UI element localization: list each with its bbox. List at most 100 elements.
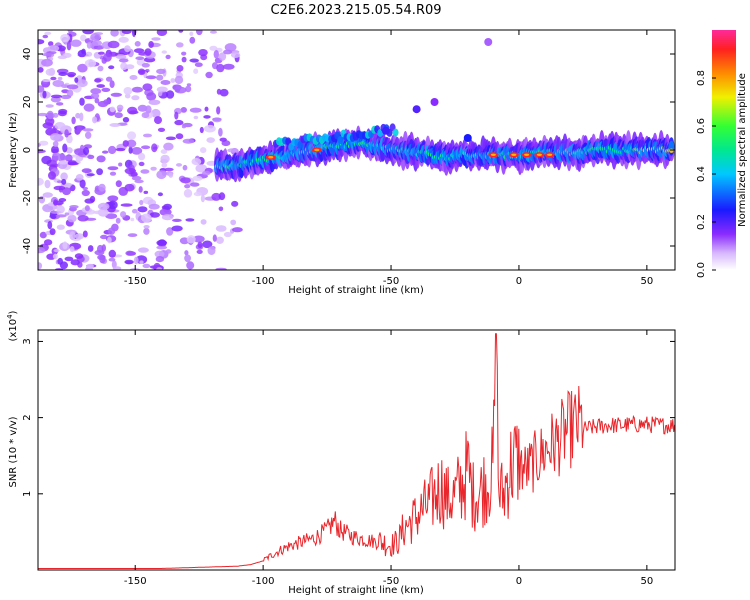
spectrogram-cell [165,249,172,254]
spectrogram-cell [107,195,119,202]
spectrogram-cell [124,167,136,175]
spectrogram-cell [38,85,45,93]
spectrogram-cell [141,145,151,150]
spectrogram-cell [176,163,182,167]
spectrogram-cell [96,168,103,176]
spectrogram-cell [61,84,69,88]
spectrogram-axes: -150 -100 -50 0 50 -40 -20 0 20 40 [22,30,675,287]
spectrogram-cell [212,234,217,242]
snr-ytick-label: 2 [22,414,33,420]
spectrogram-cell [46,110,54,120]
spectrogram-cell [41,155,52,165]
spectrogram-cell [157,192,163,197]
spectrogram-cell [97,65,104,72]
spectrogram-cell [174,75,184,85]
spectrogram-cell [139,260,144,265]
spectrogram-cell [211,192,221,201]
spectrogram-cell [118,58,129,63]
spectrogram-cell [180,107,187,113]
spectrogram-cell [58,72,68,76]
colorbar-tick-label: 0.0 [696,262,707,278]
spectrogram-cell [135,255,148,264]
spectrogram-cell [101,87,111,92]
spectrogram-cell [96,155,106,163]
colorbar-label: Normalized spectral amplitude [737,73,748,227]
spectrogram-cell [41,58,53,67]
spectrogram-cell [184,184,191,189]
spectrogram-cell [38,39,45,45]
spectrogram-cell [45,104,54,108]
spectrogram-cell [86,173,95,177]
spectrogram-cell [134,179,144,184]
spectrogram-cell [125,250,135,256]
spectrogram-cell [90,88,102,95]
spectrogram-cell [183,189,193,198]
spectrogram-cell [161,205,166,210]
spectrogram-cell [392,128,399,137]
spectrogram-cell [52,112,59,118]
spectrogram-cell [145,75,157,80]
spectrogram-cell [219,137,227,142]
spectrogram-cell [50,94,63,99]
spectrogram-cell [669,148,674,153]
spectrogram-cell [61,178,67,185]
spectrogram-cell [69,231,76,241]
spectrogram-cell [200,219,207,225]
spectrogram-cell [185,85,192,93]
spectrogram-ytick-label: -20 [22,190,33,206]
spectrogram-cell [151,108,161,118]
spectrogram-cell [103,99,111,105]
spectrogram-cell [206,137,215,144]
spectrogram-cell [297,140,304,149]
colorbar-tick-label: 0.4 [696,166,707,182]
spectrogram-cell [38,112,49,117]
spectrogram-cell [60,172,68,181]
spectrogram-cell [124,93,131,99]
spectrogram-cell [176,65,184,72]
spectrogram-cell [154,116,162,125]
spectrogram-cell [196,30,203,36]
spectrogram-cell [70,259,80,266]
spectrogram-cell [84,205,90,212]
spectrogram-cell [87,154,95,160]
snr-xtick-label: -150 [124,576,147,587]
spectrogram-cell [199,126,204,134]
spectrogram-cell [86,263,94,269]
spectrogram-cell [79,112,84,122]
spectrogram-cell [115,217,121,224]
spectrogram-cell [186,261,195,270]
spectrogram-cell [223,231,232,238]
spectrogram-cell [148,203,160,210]
spectrogram-cell [146,92,157,101]
spectrogram-cell [157,127,166,132]
spectrogram-cell [137,68,146,76]
spectrogram-cell [160,80,171,85]
spectrogram-cell [77,63,88,73]
spectrogram-cell [120,211,127,218]
spectrogram-cell [97,202,110,210]
spectrogram-cell [122,117,130,123]
spectrogram-cell [108,249,117,258]
spectrogram-panel: -150 -100 -50 0 50 -40 -20 0 20 40 Height of stra… [8,29,676,296]
spectrogram-cell [218,192,226,201]
spectrogram-cell [171,225,183,232]
spectrogram-cell [156,74,164,81]
spectrogram-cell [109,171,117,176]
spectrogram-cell [42,122,54,129]
spectrogram-xtick-label: 0 [516,276,522,287]
spectrogram-cell [189,182,200,187]
spectrogram-cell [118,162,123,167]
spectrogram-cell [138,186,143,193]
spectrogram-ytick-label: 40 [22,48,33,61]
spectrogram-cell [156,239,167,246]
spectrogram-cell [124,259,134,265]
spectrogram-cell [204,124,216,133]
spectrogram-cell [137,206,148,213]
spectrogram-cell [67,74,75,78]
spectrogram-cell [178,30,184,33]
spectrogram-cell [127,233,138,238]
spectrogram-cell [123,87,133,95]
spectrogram-cell [75,174,84,181]
spectrogram-cell [56,205,65,214]
spectrogram-cell [231,200,239,207]
